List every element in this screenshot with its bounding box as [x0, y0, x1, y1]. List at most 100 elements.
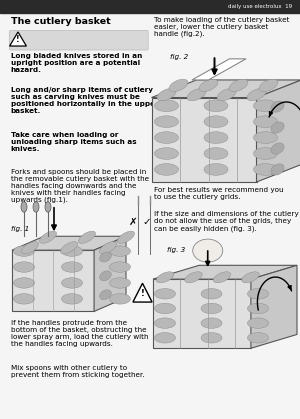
Ellipse shape — [271, 164, 284, 175]
Text: Forks and spoons should be placed in
the removable cutlery basket with the
handl: Forks and spoons should be placed in the… — [11, 169, 148, 203]
Text: Take care when loading or
unloading sharp items such as
knives.: Take care when loading or unloading shar… — [11, 132, 136, 152]
Text: If the size and dimensions of the cutlery
do not allow the use of the grids, the: If the size and dimensions of the cutler… — [154, 212, 299, 232]
Ellipse shape — [254, 116, 278, 127]
Ellipse shape — [14, 278, 34, 288]
Ellipse shape — [21, 202, 27, 212]
Ellipse shape — [204, 132, 228, 143]
Ellipse shape — [169, 79, 188, 92]
Polygon shape — [133, 283, 152, 302]
Ellipse shape — [204, 147, 228, 159]
Ellipse shape — [14, 294, 34, 304]
Ellipse shape — [154, 100, 178, 111]
Text: fig. 1: fig. 1 — [11, 226, 29, 233]
Ellipse shape — [154, 318, 176, 328]
FancyBboxPatch shape — [152, 98, 256, 182]
Text: Long bladed knives stored in an
upright position are a potential
hazard.: Long bladed knives stored in an upright … — [11, 53, 142, 73]
Ellipse shape — [254, 100, 278, 111]
Ellipse shape — [61, 278, 82, 288]
Ellipse shape — [156, 272, 174, 283]
FancyBboxPatch shape — [12, 250, 94, 311]
Ellipse shape — [204, 116, 228, 127]
Ellipse shape — [100, 252, 111, 262]
Ellipse shape — [201, 303, 222, 314]
Ellipse shape — [248, 303, 268, 314]
Text: daily use electrolux  19: daily use electrolux 19 — [228, 4, 292, 9]
Ellipse shape — [201, 318, 222, 328]
Ellipse shape — [110, 246, 130, 256]
Ellipse shape — [154, 303, 176, 314]
Bar — [0, 0, 300, 13]
Ellipse shape — [204, 163, 228, 175]
Text: To make loading of the cutlery basket
easier, lower the cutlery basket
handle (f: To make loading of the cutlery basket ea… — [154, 17, 290, 37]
Ellipse shape — [229, 79, 248, 92]
Text: For best results we recommend you
to use the cutlery grids.: For best results we recommend you to use… — [154, 187, 284, 200]
Ellipse shape — [259, 79, 278, 92]
Ellipse shape — [242, 272, 259, 283]
Ellipse shape — [154, 132, 178, 143]
Ellipse shape — [33, 202, 39, 212]
Ellipse shape — [61, 294, 82, 304]
Text: Long and/or sharp items of cutlery
such as carving knives must be
positioned hor: Long and/or sharp items of cutlery such … — [11, 87, 158, 114]
Ellipse shape — [22, 242, 38, 254]
Ellipse shape — [248, 333, 268, 343]
Ellipse shape — [14, 262, 34, 272]
Polygon shape — [152, 80, 300, 98]
FancyBboxPatch shape — [9, 30, 148, 50]
Ellipse shape — [61, 242, 77, 254]
Ellipse shape — [271, 101, 284, 112]
Ellipse shape — [217, 88, 236, 101]
Ellipse shape — [79, 231, 95, 243]
Ellipse shape — [193, 239, 223, 262]
Ellipse shape — [201, 289, 222, 299]
Text: fig. 2: fig. 2 — [169, 54, 188, 60]
Ellipse shape — [154, 116, 178, 127]
Ellipse shape — [248, 318, 268, 328]
Polygon shape — [153, 265, 297, 279]
Ellipse shape — [213, 272, 231, 283]
Ellipse shape — [254, 163, 278, 175]
Ellipse shape — [154, 163, 178, 175]
Ellipse shape — [248, 289, 268, 299]
Polygon shape — [192, 59, 246, 80]
Ellipse shape — [187, 88, 206, 101]
Polygon shape — [12, 236, 126, 250]
Ellipse shape — [254, 147, 278, 159]
Ellipse shape — [118, 231, 134, 243]
Ellipse shape — [110, 294, 130, 304]
Ellipse shape — [45, 202, 51, 212]
Ellipse shape — [199, 79, 218, 92]
Ellipse shape — [154, 147, 178, 159]
Ellipse shape — [157, 88, 176, 101]
Text: !: ! — [16, 35, 20, 44]
Ellipse shape — [100, 290, 111, 300]
Ellipse shape — [154, 289, 176, 299]
Text: The cutlery basket: The cutlery basket — [11, 17, 110, 26]
Text: If the handles protrude from the
bottom of the basket, obstructing the
lower spr: If the handles protrude from the bottom … — [11, 320, 148, 347]
Ellipse shape — [154, 333, 176, 343]
Text: !: ! — [141, 290, 144, 298]
Polygon shape — [94, 236, 126, 311]
Text: ✗: ✗ — [129, 217, 138, 227]
Ellipse shape — [271, 143, 284, 154]
Ellipse shape — [201, 333, 222, 343]
Ellipse shape — [247, 88, 266, 101]
Ellipse shape — [204, 100, 228, 111]
Polygon shape — [10, 32, 26, 46]
Ellipse shape — [110, 262, 130, 272]
Text: fig. 3: fig. 3 — [167, 247, 185, 253]
Ellipse shape — [100, 271, 111, 281]
Text: ✓: ✓ — [142, 217, 151, 227]
Ellipse shape — [185, 272, 202, 283]
Ellipse shape — [110, 278, 130, 288]
Polygon shape — [256, 80, 300, 182]
Ellipse shape — [61, 262, 82, 272]
Ellipse shape — [271, 122, 284, 133]
Ellipse shape — [100, 242, 116, 254]
Polygon shape — [251, 265, 297, 348]
Ellipse shape — [14, 246, 34, 256]
Text: Mix spoons with other cutlery to
prevent them from sticking together.: Mix spoons with other cutlery to prevent… — [11, 365, 144, 378]
Ellipse shape — [254, 132, 278, 143]
FancyBboxPatch shape — [153, 279, 251, 348]
Ellipse shape — [61, 246, 82, 256]
Ellipse shape — [40, 231, 56, 243]
